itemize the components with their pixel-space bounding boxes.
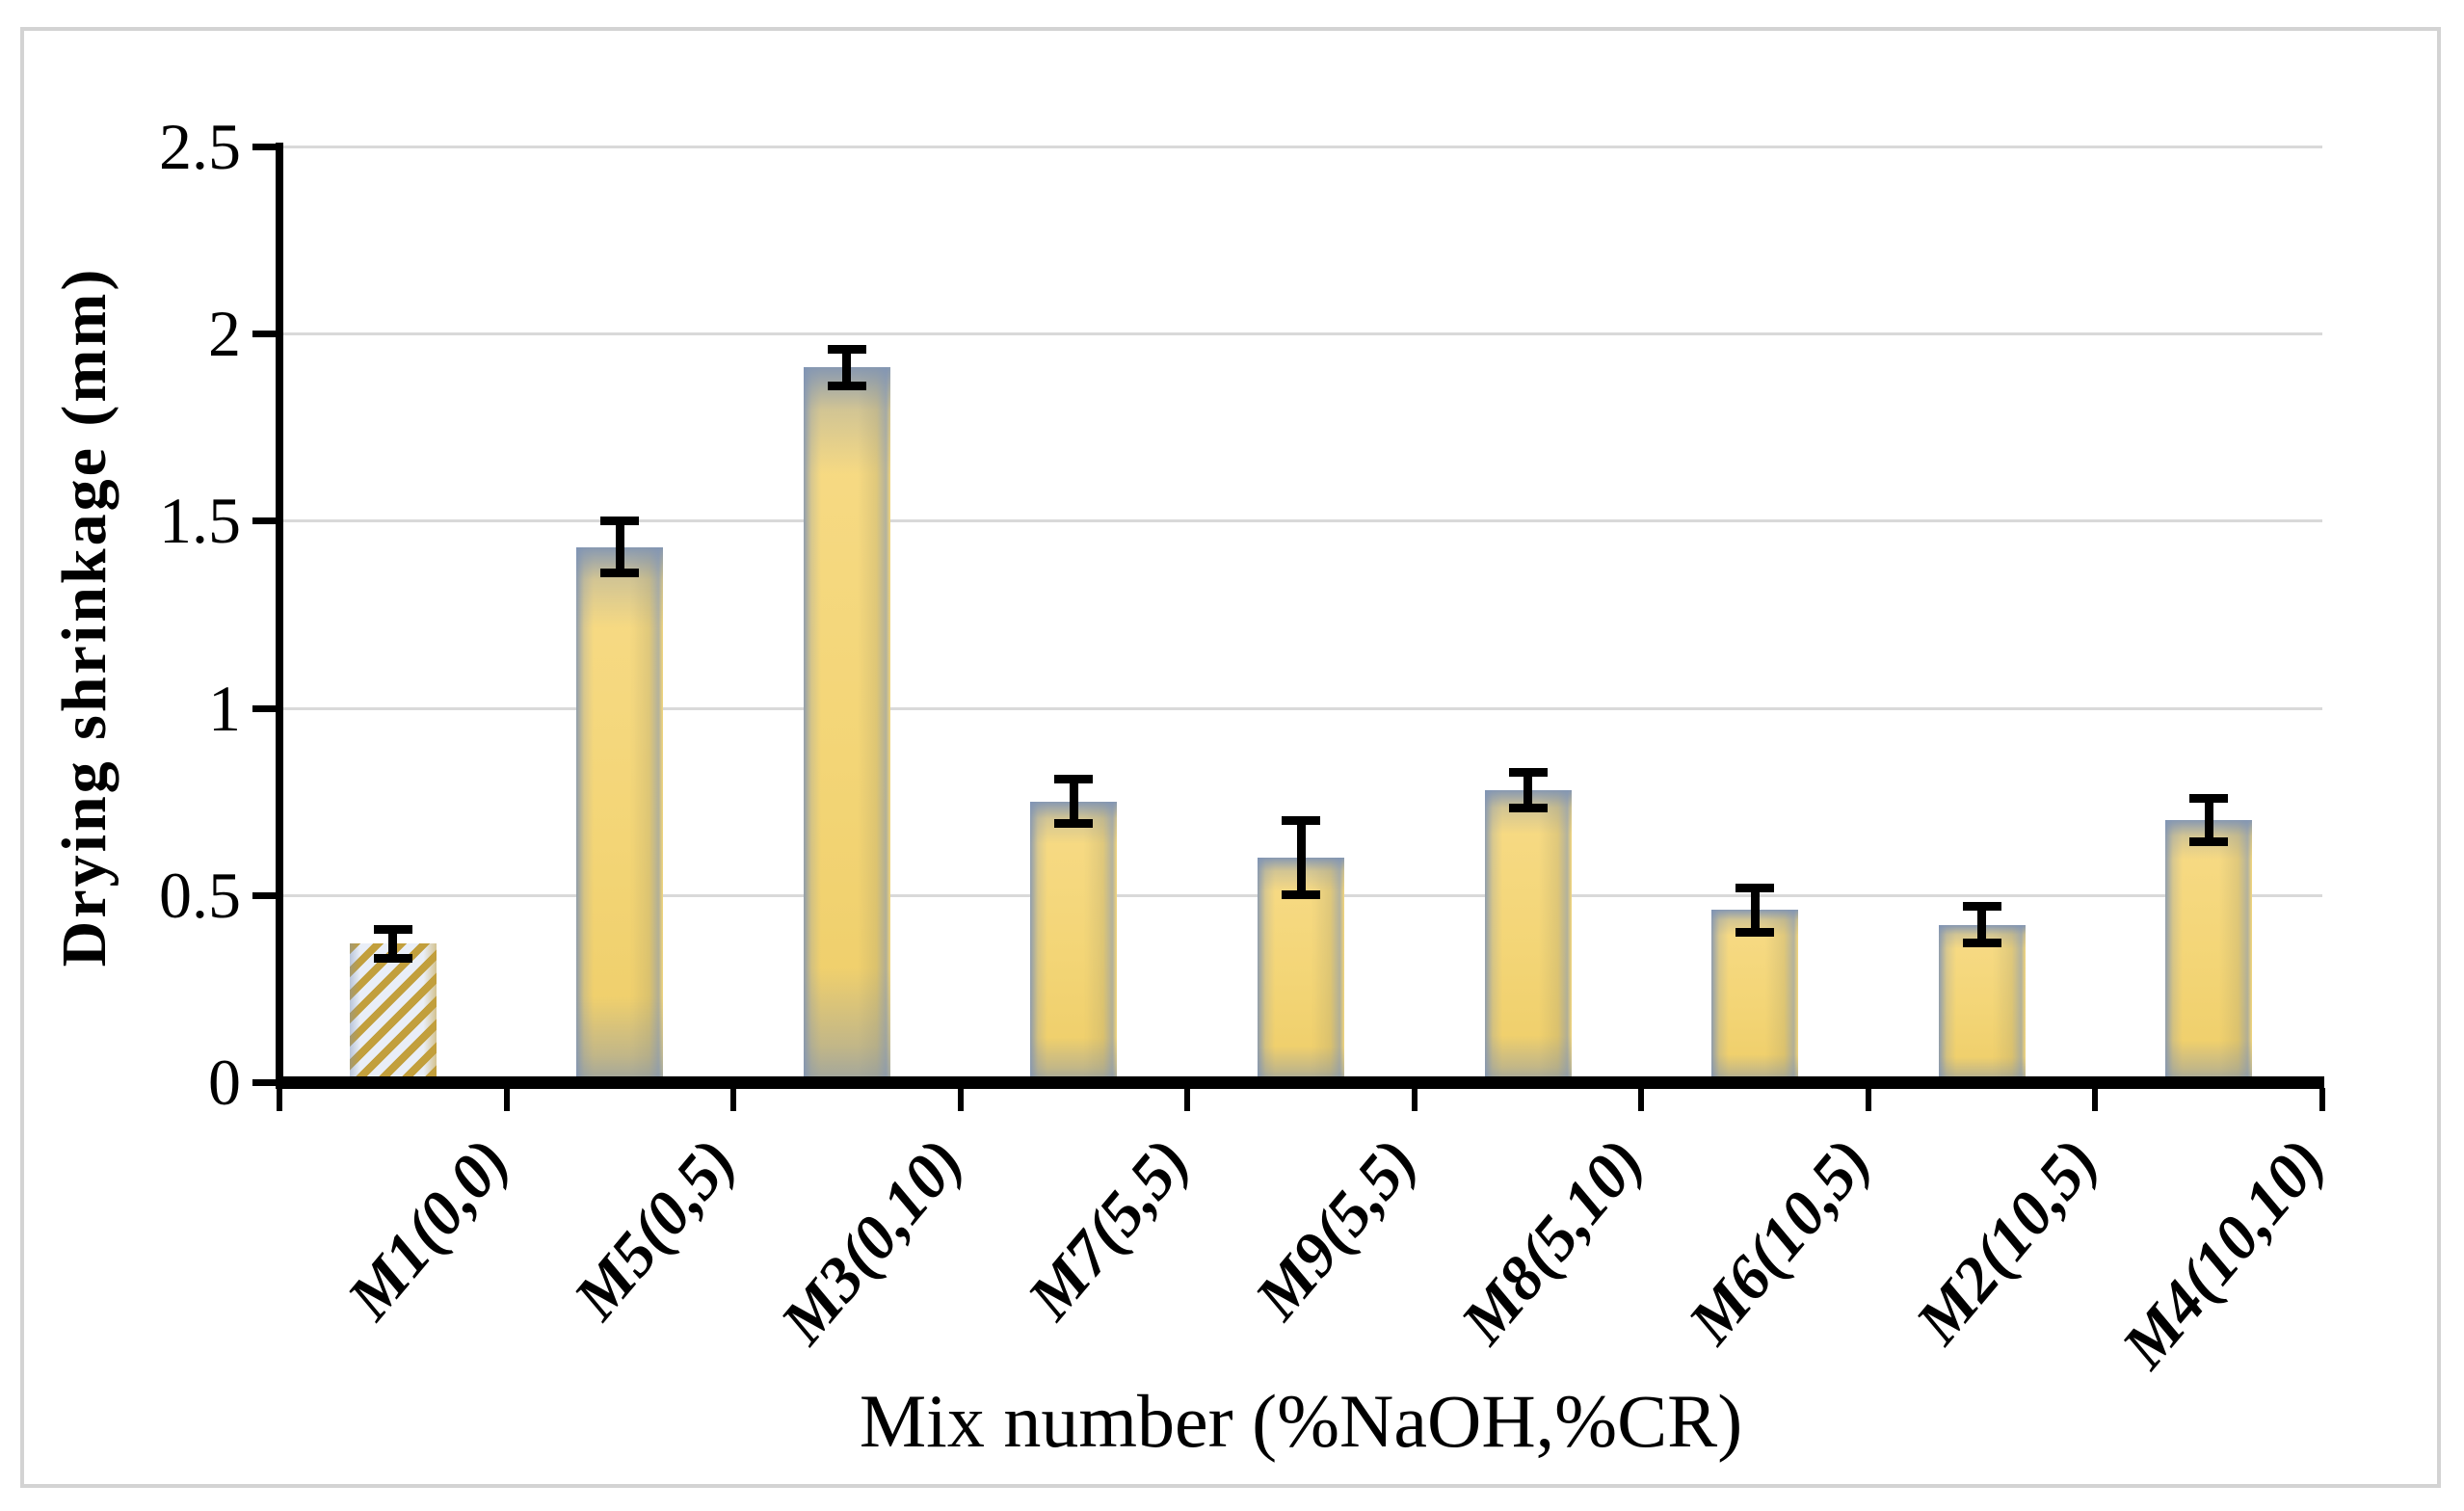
y-tick-1.5 (252, 517, 279, 525)
gridline-y-1 (279, 706, 2322, 710)
x-axis-line (276, 1076, 2324, 1089)
x-tick-5 (1411, 1088, 1417, 1111)
y-tick-0 (252, 1079, 279, 1086)
x-tick-9 (2319, 1088, 2325, 1111)
error-bar-top-cap-m4-10-10 (2189, 793, 2229, 803)
error-bar-bottom-cap-m2-10-5 (1962, 939, 2001, 948)
bar-m7-5-5 (1030, 801, 1118, 1082)
x-axis-title: Mix number (%NaOH,%CR) (859, 1379, 1743, 1463)
bar-m2-10-5 (1938, 924, 2026, 1082)
error-bar-top-cap-m8-5-10 (1508, 767, 1548, 777)
y-axis-title: Drying shrinkage (mm) (49, 266, 119, 968)
error-bar-bottom-cap-m9-5-5 (1282, 889, 1320, 899)
error-bar-bottom-cap-m6-10-5 (1735, 927, 1775, 937)
error-bar-bottom-cap-m4-10-10 (2189, 837, 2229, 847)
error-bar-top-cap-m3-0-10 (827, 344, 866, 354)
error-bar-bottom-cap-m3-0-10 (827, 381, 866, 390)
error-bar-line-m8-5-10 (1523, 771, 1533, 809)
error-bar-line-m9-5-5 (1296, 820, 1306, 895)
error-bar-line-m2-10-5 (1977, 906, 1987, 944)
x-tick-7 (1865, 1088, 1871, 1111)
y-tick-label-0.5: 0.5 (159, 858, 241, 932)
y-tick-label-2: 2 (208, 297, 241, 371)
error-bar-top-cap-m9-5-5 (1282, 816, 1320, 826)
y-tick-1 (252, 704, 279, 712)
bar-m5-0-5 (576, 546, 664, 1082)
error-bar-line-m6-10-5 (1750, 888, 1760, 933)
gridline-y-2 (279, 332, 2322, 336)
x-tick-6 (1638, 1088, 1645, 1111)
gridline-y-2.5 (279, 146, 2322, 148)
x-tick-2 (730, 1088, 737, 1111)
y-tick-label-1: 1 (208, 671, 241, 745)
bar-m8-5-10 (1484, 790, 1572, 1082)
error-bar-line-m4-10-10 (2204, 797, 2213, 843)
error-bar-bottom-cap-m7-5-5 (1054, 819, 1094, 828)
y-tick-label-1.5: 1.5 (159, 484, 241, 558)
error-bar-top-cap-m5-0-5 (600, 517, 640, 526)
bar-m6-10-5 (1711, 910, 1799, 1082)
y-tick-0.5 (252, 891, 279, 899)
error-bar-bottom-cap-m8-5-10 (1508, 804, 1548, 813)
y-tick-2.5 (252, 144, 279, 150)
error-bar-top-cap-m1-0-0 (373, 924, 412, 934)
error-bar-top-cap-m6-10-5 (1735, 884, 1775, 893)
bar-m4-10-10 (2165, 820, 2253, 1082)
error-bar-bottom-cap-m5-0-5 (600, 568, 640, 577)
error-bar-line-m3-0-10 (842, 348, 852, 386)
figure-border (20, 27, 2441, 1488)
error-bar-top-cap-m2-10-5 (1962, 902, 2001, 912)
x-tick-1 (503, 1088, 510, 1111)
error-bar-top-cap-m7-5-5 (1054, 775, 1094, 784)
error-bar-bottom-cap-m1-0-0 (373, 953, 412, 963)
x-tick-3 (957, 1088, 964, 1111)
x-tick-0 (277, 1088, 282, 1111)
y-tick-2 (252, 331, 279, 338)
y-axis-line (276, 143, 283, 1082)
y-tick-label-2.5: 2.5 (159, 110, 241, 183)
y-tick-label-0: 0 (208, 1046, 241, 1119)
x-tick-8 (2092, 1088, 2099, 1111)
bar-m3-0-10 (803, 367, 890, 1082)
error-bar-line-m7-5-5 (1069, 779, 1078, 824)
x-tick-4 (1184, 1088, 1191, 1111)
error-bar-line-m1-0-0 (388, 928, 398, 959)
error-bar-line-m5-0-5 (615, 520, 624, 573)
gridline-y-1.5 (279, 519, 2322, 523)
bar-m1-0-0 (349, 943, 437, 1082)
